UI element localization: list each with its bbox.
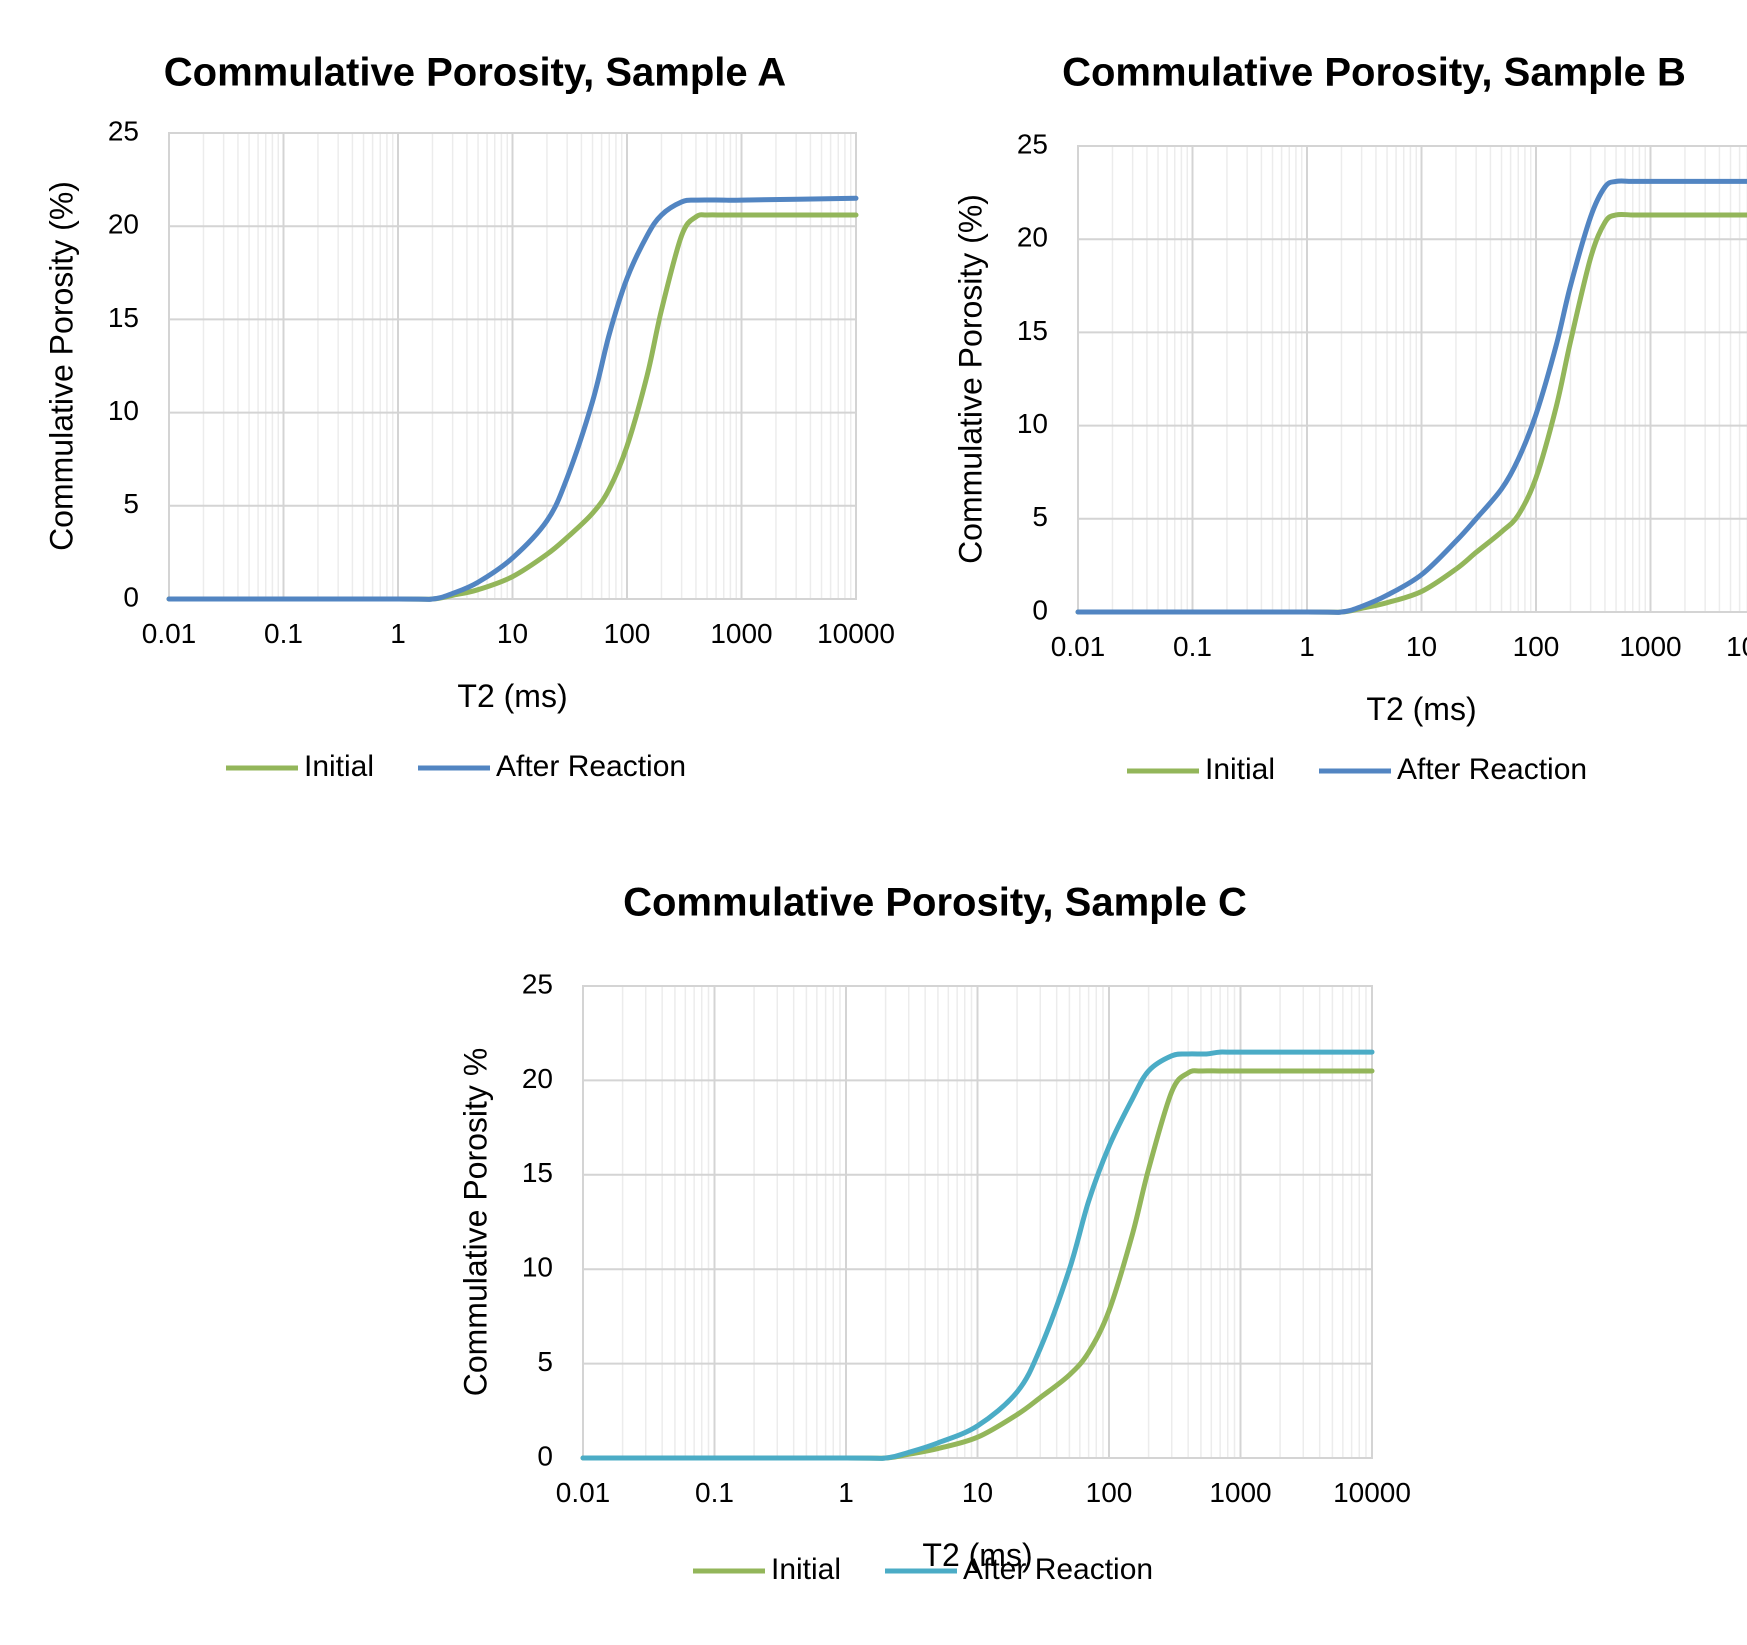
series-line-after-reaction <box>580 1049 1375 1461</box>
y-tick-label: 5 <box>537 1346 553 1377</box>
x-tick-label: 1000 <box>1619 631 1681 662</box>
y-tick-label: 15 <box>108 302 139 333</box>
y-tick-label: 25 <box>522 968 553 999</box>
chart-title: Commulative Porosity, Sample C <box>623 881 1247 925</box>
x-tick-label: 1 <box>1299 631 1315 662</box>
y-tick-label: 10 <box>108 395 139 426</box>
y-tick-label: 25 <box>108 115 139 146</box>
chart-sample-c: Commulative Porosity, Sample C 0.01 0.1 1 10… <box>450 870 1410 1630</box>
x-tick-label: 10000 <box>1333 1477 1411 1508</box>
y-tick-label: 20 <box>522 1063 553 1094</box>
x-axis-label: T2 (ms) <box>922 1537 1032 1573</box>
chart-title: Commulative Porosity, Sample B <box>1062 51 1686 95</box>
x-tick-label: 0.01 <box>556 1477 611 1508</box>
y-tick-label: 0 <box>1032 594 1048 625</box>
y-tick-label: 10 <box>1017 408 1048 439</box>
grid <box>582 985 1373 1459</box>
chart-sample-a-svg: Commulative Porosity, Sample A 0.01 0.1 1 10… <box>43 51 895 783</box>
series-line-after-reaction <box>166 195 859 602</box>
x-tick-label: 0.1 <box>1173 631 1212 662</box>
x-tick-label: 100 <box>1513 631 1560 662</box>
y-axis-label: Commulative Porosity % <box>457 1048 493 1397</box>
y-tick-label: 5 <box>123 488 139 519</box>
chart-sample-c-svg: Commulative Porosity, Sample C 0.01 0.1 1 10… <box>457 881 1411 1586</box>
y-tick-label: 15 <box>522 1157 553 1188</box>
chart-sample-a: Commulative Porosity, Sample A 0.01 0.1 1 10… <box>40 40 900 800</box>
chart-sample-b-svg: Commulative Porosity, Sample B 0.01 0.1 1 10… <box>952 51 1747 786</box>
x-tick-label: 1000 <box>710 618 772 649</box>
x-tick-label: 100 <box>604 618 651 649</box>
y-tick-label: 20 <box>108 209 139 240</box>
plot-border <box>168 132 857 600</box>
y-tick-label: 25 <box>1017 128 1048 159</box>
chart-title: Commulative Porosity, Sample A <box>164 51 786 95</box>
y-tick-label: 0 <box>537 1440 553 1471</box>
legend-label: Initial <box>304 750 374 783</box>
legend: Initial After Reaction <box>693 1553 1153 1586</box>
legend-label: Initial <box>771 1553 841 1586</box>
x-tick-label: 10000 <box>817 618 895 649</box>
x-tick-label: 10 <box>962 1477 993 1508</box>
grid <box>1077 145 1747 613</box>
plot-border <box>582 985 1373 1459</box>
x-tick-label: 0.01 <box>1051 631 1106 662</box>
x-tick-label: 100 <box>1086 1477 1133 1508</box>
y-tick-label: 15 <box>1017 315 1048 346</box>
x-tick-label: 1000 <box>1209 1477 1271 1508</box>
legend-label: After Reaction <box>1397 753 1587 786</box>
x-tick-label: 0.1 <box>264 618 303 649</box>
x-tick-label: 10 <box>497 618 528 649</box>
y-axis-label: Commulative Porosity (%) <box>43 181 79 551</box>
x-tick-label: 1 <box>838 1477 854 1508</box>
legend: Initial After Reaction <box>226 750 686 783</box>
series-line-after-reaction <box>1075 178 1747 615</box>
y-tick-label: 5 <box>1032 501 1048 532</box>
y-tick-label: 0 <box>123 581 139 612</box>
x-tick-label: 10 <box>1406 631 1437 662</box>
chart-sample-b: Commulative Porosity, Sample B 0.01 0.1 1 10… <box>940 40 1747 800</box>
x-axis-label: T2 (ms) <box>1366 691 1476 727</box>
legend-label: After Reaction <box>963 1553 1153 1586</box>
y-axis-label: Commulative Porosity (%) <box>952 194 988 564</box>
y-tick-label: 20 <box>1017 222 1048 253</box>
y-tick-label: 10 <box>522 1252 553 1283</box>
plot-border <box>1077 145 1747 613</box>
x-tick-label: 0.01 <box>142 618 197 649</box>
x-tick-label: 1 <box>390 618 406 649</box>
x-axis-label: T2 (ms) <box>457 678 567 714</box>
series-line-initial <box>1075 211 1747 615</box>
legend: Initial After Reaction <box>1127 753 1587 786</box>
legend-label: Initial <box>1205 753 1275 786</box>
legend-label: After Reaction <box>496 750 686 783</box>
x-tick-label: 10000 <box>1726 631 1747 662</box>
x-tick-label: 0.1 <box>695 1477 734 1508</box>
grid <box>168 132 857 600</box>
